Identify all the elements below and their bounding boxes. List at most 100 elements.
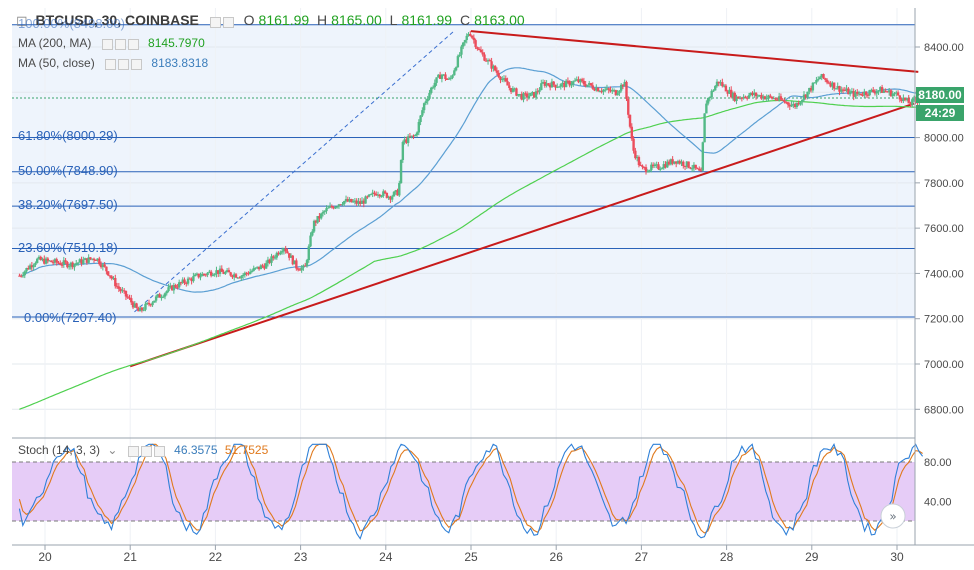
candle-body [577,79,580,83]
close-icon[interactable] [127,39,139,51]
candle-body [785,102,788,104]
candle-body [719,82,722,84]
candle-body [66,262,69,268]
candle-body [444,74,447,79]
candle-body [176,287,179,289]
settings-icon[interactable] [114,39,126,51]
eye-icon[interactable] [209,17,221,29]
candle-body [268,259,271,263]
candle-body [206,272,209,276]
eye-icon[interactable] [101,39,113,51]
candle-body [241,275,245,277]
eye-icon[interactable] [105,59,117,71]
candle-body [673,161,676,164]
candle-body [224,272,227,274]
candle-body [580,79,584,81]
candle-body [490,61,493,69]
candle-body [300,267,303,271]
ma200-label[interactable]: MA (200, MA) [18,36,92,50]
candle-body [536,91,539,93]
candle-body [357,201,360,204]
candle-body [225,270,229,273]
candle-body [685,161,689,167]
candle-body [80,259,83,264]
candle-body [811,82,815,91]
candle-body [380,196,383,198]
candle-body [337,204,341,207]
candle-body [428,92,431,99]
candle-body [415,132,419,136]
candle-body [909,103,912,105]
candle-body [644,167,648,172]
candle-body [43,258,46,264]
candle-body [854,91,857,97]
candle-body [387,196,390,198]
candle-body [296,268,300,270]
candle-body [627,98,630,115]
ma200-buttons[interactable] [101,37,141,51]
candle-body [147,302,151,305]
candle-body [25,268,28,272]
collapse-icon[interactable]: ◻ [16,12,28,28]
scroll-to-realtime-button[interactable]: » [880,503,906,529]
ma50-buttons[interactable] [105,57,144,71]
candle-body [146,302,149,304]
candle-body [715,81,719,87]
candle-body [525,93,529,98]
stoch-label[interactable]: Stoch (14, 3, 3) [18,443,101,457]
close-icon[interactable] [153,446,165,458]
candle-body [772,98,776,100]
candle-body [233,274,236,278]
candle-body [406,136,410,143]
candle-body [761,96,765,99]
candle-body [632,138,635,151]
candle-body [140,307,144,311]
candle-body [703,113,706,143]
ma50-label[interactable]: MA (50, close) [18,56,95,70]
candle-body [646,171,649,173]
candle-body [199,276,202,278]
settings-icon[interactable] [222,17,234,29]
candle-body [373,192,376,194]
candle-body [34,262,37,266]
candle-body [282,248,286,252]
symbol-buttons[interactable] [209,13,236,29]
chevron-down-icon[interactable]: ⌄ [107,443,118,457]
candle-body [284,248,287,252]
symbol-title[interactable]: BTCUSD, 30, COINBASE [35,12,199,28]
candle-body [408,136,412,138]
settings-icon[interactable] [140,446,152,458]
close-icon[interactable] [131,59,143,71]
candle-body [903,97,907,100]
candle-body [112,278,115,280]
candle-body [449,77,452,79]
candle-body [398,183,401,196]
candle-body [238,277,241,279]
candle-body [121,290,124,292]
candle-body [275,252,279,258]
candle-body [648,170,651,172]
candle-body [130,298,133,303]
candle-body [59,263,62,265]
candle-body [442,74,445,76]
settings-icon[interactable] [118,59,130,71]
candle-body [328,206,332,208]
candle-body [579,79,582,83]
candle-body [564,80,568,88]
candle-body [204,274,208,276]
candle-body [197,273,200,278]
eye-icon[interactable] [127,446,139,458]
candle-body [472,37,476,41]
y-axis-tick-label: 7400.00 [924,268,964,280]
candle-body [801,99,804,103]
x-axis-tick-label: 28 [720,550,734,564]
candle-body [749,92,752,96]
candle-body [314,220,318,223]
candle-body [827,82,831,84]
candle-body [234,274,238,278]
candle-body [570,84,573,86]
stoch-buttons[interactable] [127,444,167,458]
candle-body [414,135,417,137]
candle-body [737,96,740,99]
candle-body [584,84,587,87]
